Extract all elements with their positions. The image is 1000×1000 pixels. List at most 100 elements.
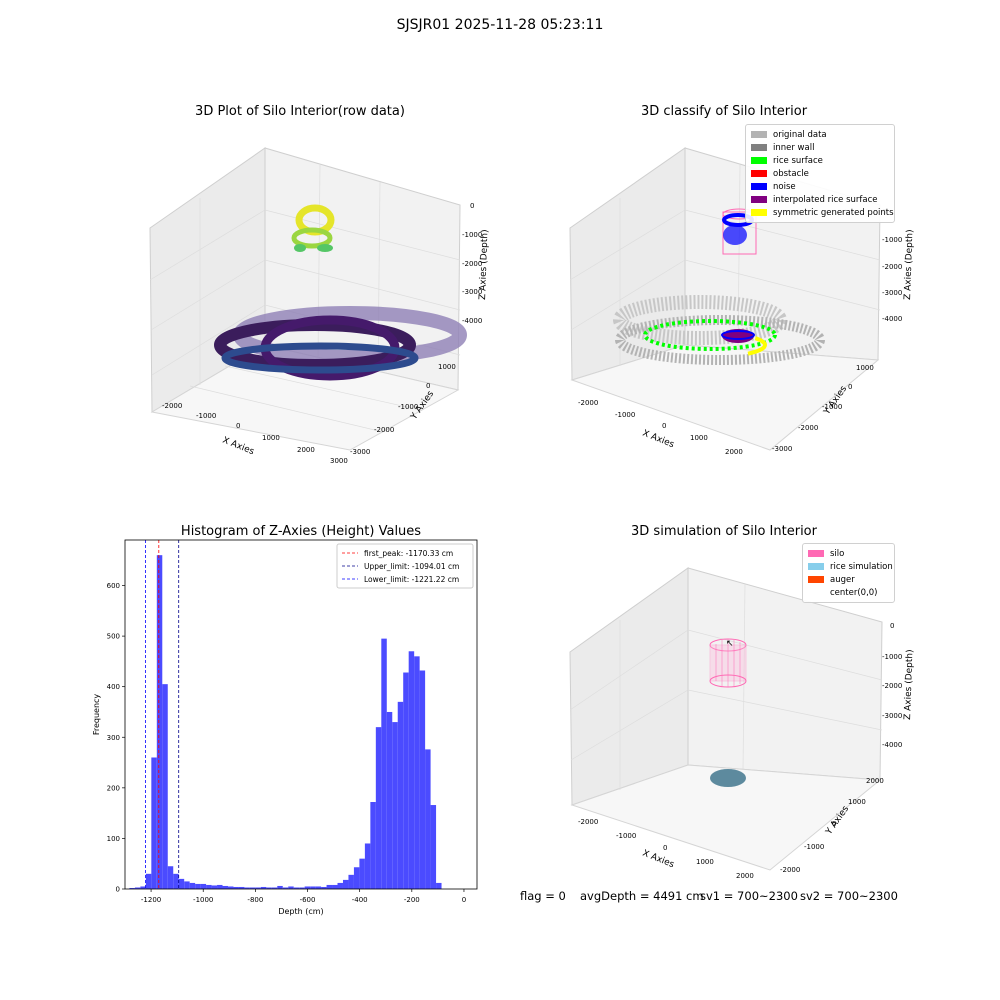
histogram-x-label: Depth (cm): [278, 907, 323, 916]
classify-y-tick: 0: [848, 383, 852, 391]
raw-x-tick: 2000: [297, 446, 315, 454]
classify-z-tick: -2000: [882, 263, 902, 271]
legend-item: silo: [808, 547, 889, 560]
classify-point-cloud: [613, 208, 825, 365]
histogram-bar: [282, 887, 289, 889]
sim-y-tick: 2000: [866, 777, 884, 785]
histogram-bar: [375, 727, 382, 889]
legend-item: auger: [808, 573, 889, 586]
raw-x-tick: 0: [236, 422, 240, 430]
x-tick-label: -400: [352, 896, 368, 904]
legend-label: inner wall: [773, 142, 815, 153]
histogram-bar: [255, 887, 261, 889]
histogram-bar: [386, 711, 393, 889]
raw-y-tick: -2000: [374, 426, 394, 434]
histogram-bar: [178, 878, 185, 889]
legend-item: center(0,0): [808, 586, 889, 599]
histogram-bar: [129, 887, 135, 889]
histogram-title: Histogram of Z-Axies (Height) Values: [180, 524, 422, 539]
raw-x-tick: -2000: [162, 402, 182, 410]
raw-z-tick: -4000: [462, 317, 482, 325]
histogram-bar: [403, 672, 409, 889]
histogram-bar: [249, 887, 256, 889]
histogram-chart: -1200 -1000 -800 -600 -400 -200 0 0 100 200 300 400…: [92, 539, 478, 916]
status-flag: flag = 0: [520, 889, 566, 903]
histogram-bar: [244, 887, 250, 889]
histogram-bar: [293, 887, 300, 889]
legend-item: inner wall: [751, 141, 889, 154]
histogram-bar: [321, 886, 327, 889]
legend-swatch: [808, 589, 824, 596]
sim-x-axis-label: X Axies: [641, 849, 676, 871]
raw-z-tick: -3000: [462, 288, 482, 296]
histogram-bar: [326, 884, 333, 889]
histogram-bar: [134, 887, 141, 889]
histogram-bar: [173, 873, 179, 889]
raw-z-ticks: 0 -1000 -2000 -3000 -4000: [462, 202, 482, 325]
raw-point-cloud: [214, 204, 467, 381]
legend-item: rice simulation: [808, 560, 893, 573]
plot-frame: [124, 539, 478, 890]
histogram-bar: [145, 873, 152, 889]
x-tick-label: -1200: [141, 896, 161, 904]
sim-z-axis-label: Z Axies (Depth): [903, 649, 915, 720]
sim-left-pane: [569, 567, 689, 806]
legend-swatch: [808, 550, 824, 557]
classify-x-ticks: -2000 -1000 0 1000 2000: [578, 399, 743, 456]
raw-y-ticks: 1000 0 -1000 -2000 -3000: [350, 363, 456, 456]
legend-label: first_peak: -1170.33 cm: [364, 549, 453, 558]
histogram-bar: [184, 881, 190, 889]
legend-label: silo: [830, 548, 845, 559]
histogram-bar: [353, 867, 360, 889]
histogram-bar: [419, 670, 426, 889]
legend-label: original data: [773, 129, 827, 140]
legend-item: original data: [751, 128, 889, 141]
classify-x-tick: 2000: [725, 448, 743, 456]
legend-label: obstacle: [773, 168, 809, 179]
raw-y-tick: -3000: [350, 448, 370, 456]
raw-plot-title: 3D Plot of Silo Interior(row data): [195, 104, 405, 119]
sim-y-tick: 1000: [848, 798, 866, 806]
histogram-bar: [189, 882, 196, 889]
sim-z-tick: -4000: [882, 741, 902, 749]
histogram-bar: [151, 757, 157, 889]
y-tick-label: 500: [107, 633, 120, 641]
histogram-bar: [162, 684, 168, 889]
legend-swatch: [751, 183, 767, 190]
legend-label: interpolated rice surface: [773, 194, 878, 205]
histogram-bar: [332, 884, 338, 889]
sim-x-tick: 1000: [696, 858, 714, 866]
legend-swatch: [751, 196, 767, 203]
y-tick-label: 300: [107, 734, 120, 742]
histogram-bar: [408, 651, 415, 889]
x-tick-label: 0: [462, 896, 466, 904]
legend-swatch: [751, 170, 767, 177]
histogram-bar: [364, 843, 371, 889]
sim-z-tick: -3000: [882, 712, 902, 720]
simulation-3d-plot: ↖ X Axies Y Axies Z Axies (Depth) -2000 …: [569, 567, 915, 880]
legend-swatch: [751, 131, 767, 138]
sim-z-tick: -1000: [882, 653, 902, 661]
histogram-bar: [156, 555, 163, 889]
y-tick-label: 200: [107, 784, 120, 792]
legend-label: symmetric generated points: [773, 207, 894, 218]
histogram-bar: [195, 883, 201, 889]
histogram-bar: [304, 886, 311, 889]
histogram-bar: [397, 701, 404, 889]
raw-floor-pane: [150, 344, 460, 451]
legend-item: noise: [751, 180, 889, 193]
classify-x-tick: -1000: [615, 411, 635, 419]
histogram-bar: [227, 886, 234, 889]
raw-x-axis-label: X Axies: [221, 436, 256, 458]
histogram-bar: [222, 885, 228, 889]
x-tick-label: -600: [300, 896, 316, 904]
sim-y-tick: 0: [832, 820, 836, 828]
histogram-legend: [336, 543, 474, 589]
histogram-bar: [342, 879, 349, 889]
raw-x-tick: 1000: [262, 434, 280, 442]
histogram-bar: [337, 882, 343, 889]
histogram-bar: [370, 802, 376, 889]
histogram-bar: [271, 887, 278, 889]
raw-x-ticks: -2000 -1000 0 1000 2000 3000: [162, 402, 348, 465]
sim-x-tick: -2000: [578, 818, 598, 826]
